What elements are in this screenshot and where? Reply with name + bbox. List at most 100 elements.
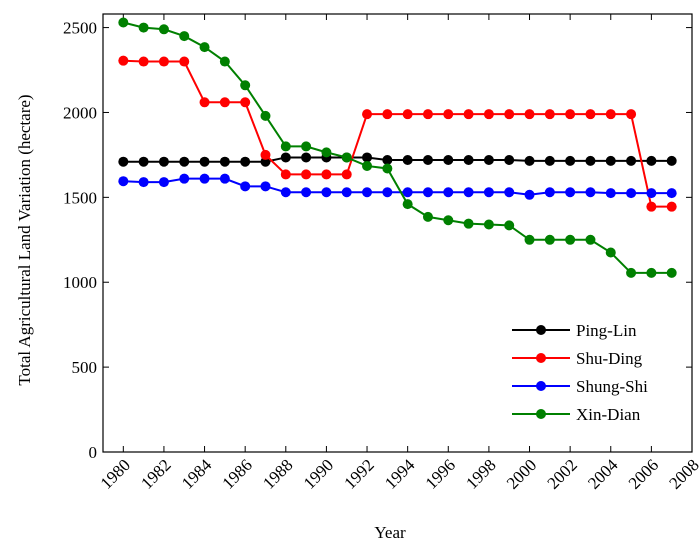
data-point (321, 187, 332, 198)
data-point (158, 177, 169, 188)
series-line (123, 156, 672, 163)
data-point (443, 215, 454, 226)
plot-frame (102, 13, 693, 453)
legend-marker (536, 381, 546, 391)
data-point (666, 267, 677, 278)
data-point (280, 141, 291, 152)
data-point (138, 56, 149, 67)
data-point (138, 156, 149, 167)
data-point (565, 109, 576, 120)
data-point (666, 188, 677, 199)
data-point (504, 220, 515, 231)
x-tick-label: 1994 (381, 455, 419, 493)
data-point (483, 109, 494, 120)
series-line (123, 21, 672, 274)
data-point (585, 187, 596, 198)
data-point (605, 188, 616, 199)
data-point (240, 181, 251, 192)
x-tick-label: 2000 (503, 455, 540, 492)
data-point (219, 173, 230, 184)
data-point (280, 152, 291, 163)
data-point (199, 42, 210, 53)
legend-label: Xin-Dian (576, 405, 641, 424)
data-point (443, 155, 454, 165)
data-point (118, 176, 129, 187)
data-point (524, 109, 535, 120)
data-point (158, 56, 169, 67)
data-point (382, 109, 393, 120)
data-point (260, 149, 271, 160)
data-point (422, 155, 433, 165)
data-point (158, 156, 169, 167)
data-point (565, 187, 576, 198)
data-point (362, 109, 373, 120)
data-point (402, 187, 413, 198)
data-point (219, 97, 230, 108)
y-tick-label: 500 (72, 358, 98, 377)
data-point (504, 109, 515, 120)
x-tick-label: 1992 (340, 455, 377, 492)
legend-marker (536, 409, 546, 419)
legend-marker (536, 325, 546, 335)
data-point (626, 267, 637, 278)
data-point (301, 187, 312, 198)
data-point (463, 109, 474, 120)
data-point (362, 187, 373, 198)
data-point (301, 152, 312, 163)
data-point (362, 152, 373, 163)
data-point (504, 155, 515, 165)
legend-marker (536, 353, 546, 363)
x-tick-label: 1986 (219, 455, 256, 492)
data-point (260, 181, 271, 192)
data-point (565, 155, 576, 166)
data-point (179, 156, 190, 167)
data-point (605, 247, 616, 258)
data-point (666, 155, 677, 166)
data-point (422, 211, 433, 222)
data-point (301, 141, 312, 152)
data-point (544, 187, 555, 198)
x-tick-label: 2008 (665, 455, 699, 492)
data-point (301, 169, 312, 180)
data-point (341, 187, 352, 198)
data-point (646, 267, 657, 278)
data-point (158, 24, 169, 35)
data-point (402, 109, 413, 120)
data-point (626, 188, 637, 199)
x-tick-label: 1984 (178, 455, 216, 493)
data-point (504, 187, 515, 198)
data-point (402, 199, 413, 210)
data-point (240, 97, 251, 108)
data-point (443, 109, 454, 120)
data-point (179, 31, 190, 42)
data-point (219, 56, 230, 67)
data-point (585, 109, 596, 120)
data-point (280, 169, 291, 180)
data-point (544, 109, 555, 120)
data-point (118, 17, 129, 28)
data-point (199, 156, 210, 167)
x-tick-label: 1980 (97, 455, 134, 492)
legend-label: Shu-Ding (576, 349, 643, 368)
data-point (463, 187, 474, 198)
data-point (179, 173, 190, 184)
data-point (118, 156, 129, 167)
data-point (666, 201, 677, 212)
data-point (605, 109, 616, 120)
data-point (382, 163, 393, 174)
data-point (138, 22, 149, 33)
data-point (585, 234, 596, 245)
data-point (179, 56, 190, 67)
data-point (524, 155, 535, 166)
series-line (123, 59, 672, 208)
data-point (524, 189, 535, 200)
y-tick-label: 1000 (63, 273, 97, 292)
x-tick-label: 1982 (137, 455, 174, 492)
data-point (463, 155, 474, 165)
data-point (219, 156, 230, 167)
data-point (422, 109, 433, 120)
data-point (321, 147, 332, 158)
legend-label: Ping-Lin (576, 321, 637, 340)
x-tick-label: 1996 (422, 455, 459, 492)
